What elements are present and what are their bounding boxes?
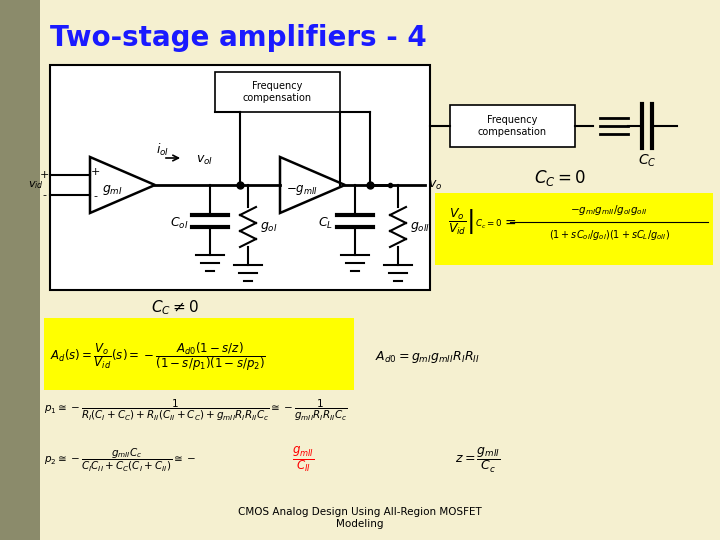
Text: $C_{oI}$: $C_{oI}$	[170, 215, 188, 231]
Text: $p_2 \cong -\dfrac{g_{mII}C_c}{C_I C_{II}+C_C(C_I+C_{II})}$$ \cong -$: $p_2 \cong -\dfrac{g_{mII}C_c}{C_I C_{II…	[44, 447, 196, 474]
Text: $C_C\neq 0$: $C_C\neq 0$	[151, 299, 199, 318]
Text: $g_{mI}$: $g_{mI}$	[102, 183, 122, 197]
Text: Frequency
compensation: Frequency compensation	[478, 115, 547, 137]
Text: $p_1 \cong -\dfrac{1}{R_I(C_I+C_C)+R_{II}(C_{II}+C_C)+g_{mII}R_I R_{II}C_c}$$ \c: $p_1 \cong -\dfrac{1}{R_I(C_I+C_C)+R_{II…	[44, 397, 348, 423]
Text: $C_C=0$: $C_C=0$	[534, 168, 586, 188]
Text: $i_{oI}$: $i_{oI}$	[156, 142, 170, 158]
Text: $g_{oII}$: $g_{oII}$	[410, 220, 431, 234]
Text: -: -	[93, 191, 97, 201]
Text: $v_o$: $v_o$	[428, 178, 442, 192]
Text: $v_{oI}$: $v_{oI}$	[196, 153, 213, 166]
Text: $-g_{mII}$: $-g_{mII}$	[286, 183, 318, 197]
Text: Frequency
compensation: Frequency compensation	[243, 81, 312, 103]
Text: -: -	[42, 190, 46, 200]
Text: $\dfrac{g_{mII}}{C_{II}}$: $\dfrac{g_{mII}}{C_{II}}$	[292, 446, 315, 475]
Text: $C_C$: $C_C$	[638, 153, 656, 169]
Text: $(1+sC_{oI}/g_{oI})(1+sC_L/g_{oII})$: $(1+sC_{oI}/g_{oI})(1+sC_L/g_{oII})$	[549, 228, 670, 242]
Text: Two-stage amplifiers - 4: Two-stage amplifiers - 4	[50, 24, 427, 52]
Text: $A_{d0} = g_{mI}g_{mII}R_I R_{II}$: $A_{d0} = g_{mI}g_{mII}R_I R_{II}$	[375, 349, 480, 365]
Text: CMOS Analog Design Using All-Region MOSFET
Modeling: CMOS Analog Design Using All-Region MOSF…	[238, 507, 482, 529]
Text: $v_{id}$: $v_{id}$	[28, 179, 44, 191]
Text: $=$: $=$	[502, 215, 517, 229]
Text: $g_{oI}$: $g_{oI}$	[260, 220, 278, 234]
Bar	[435, 193, 713, 265]
Bar	[44, 318, 354, 390]
Bar	[450, 105, 575, 147]
Text: +: +	[90, 167, 99, 177]
Bar	[0, 0, 40, 540]
Bar	[50, 65, 430, 290]
Text: $-g_{mI}g_{mII}/g_{oI}g_{oII}$: $-g_{mI}g_{mII}/g_{oI}g_{oII}$	[570, 203, 647, 217]
Text: $\left.\dfrac{V_o}{V_{id}}\right|_{C_c=0}$: $\left.\dfrac{V_o}{V_{id}}\right|_{C_c=0…	[448, 207, 503, 237]
Text: $z = \dfrac{g_{mII}}{C_c}$: $z = \dfrac{g_{mII}}{C_c}$	[455, 446, 501, 475]
Text: $C_L$: $C_L$	[318, 215, 333, 231]
Text: $A_d(s)=\dfrac{V_o}{V_{id}}(s)=-\dfrac{A_{d0}(1-s/z)}{(1-s/p_1)(1-s/p_2)}$: $A_d(s)=\dfrac{V_o}{V_{id}}(s)=-\dfrac{A…	[50, 341, 266, 373]
Text: +: +	[40, 170, 49, 180]
Bar	[215, 72, 340, 112]
